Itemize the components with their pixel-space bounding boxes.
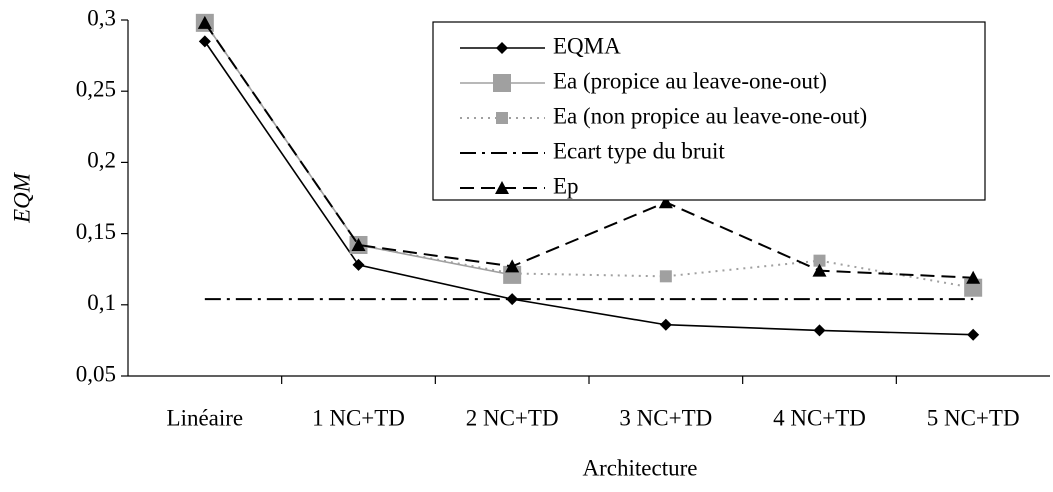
y-tick-label: 0,15 [76,219,116,244]
series-line [204,22,974,279]
marker [967,328,980,341]
series-line [204,40,974,336]
x-axis-title: Architecture [583,455,698,480]
y-tick-label: 0,05 [76,361,116,386]
x-tick-label: 5 NC+TD [927,405,1020,430]
legend-label: Ea (non propice au leave-one-out) [553,103,867,128]
legend-marker [493,74,511,92]
legend-label: Ecart type du bruit [553,138,725,163]
marker [506,293,519,306]
legend-marker [496,42,508,54]
y-tick-label: 0,1 [87,290,116,315]
y-axis-title: EQM [9,171,34,224]
y-tick-label: 0,25 [76,76,116,101]
marker [351,237,366,251]
marker [812,263,827,277]
y-tick-label: 0,2 [87,148,116,173]
marker [966,270,981,284]
legend-label: Ea (propice au leave-one-out) [553,68,827,93]
y-tick-label: 0,3 [87,5,116,30]
marker [813,254,826,267]
marker [198,35,211,48]
marker [659,270,672,283]
x-tick-label: 2 NC+TD [466,405,559,430]
legend-label: EQMA [553,33,621,58]
series-line [204,22,974,289]
x-tick-label: Linéaire [167,405,244,430]
marker [197,15,212,29]
legend-marker [496,112,508,124]
x-tick-label: 3 NC+TD [619,405,712,430]
marker [352,258,365,271]
marker [658,195,673,209]
marker [813,324,826,337]
marker [659,318,672,331]
marker [506,267,519,280]
marker [505,259,520,273]
marker [967,281,980,294]
x-tick-label: 1 NC+TD [312,405,405,430]
legend-box [432,21,986,201]
x-tick-label: 4 NC+TD [773,405,866,430]
legend-marker [495,181,509,194]
legend-label: Ep [553,173,579,198]
